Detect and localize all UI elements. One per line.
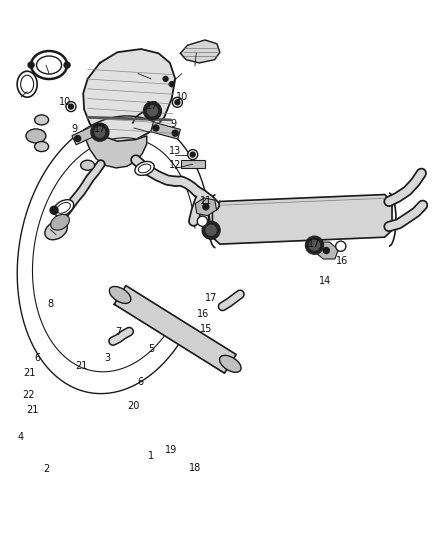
- Circle shape: [50, 206, 58, 214]
- Circle shape: [175, 100, 180, 105]
- Circle shape: [66, 102, 76, 111]
- Polygon shape: [212, 195, 392, 244]
- Text: 1: 1: [148, 451, 154, 461]
- Circle shape: [198, 216, 207, 226]
- Circle shape: [74, 135, 81, 142]
- Text: 9: 9: [170, 119, 176, 129]
- Ellipse shape: [81, 160, 95, 170]
- Text: 2: 2: [43, 464, 49, 474]
- Ellipse shape: [138, 164, 151, 173]
- Polygon shape: [114, 286, 236, 373]
- Text: 10: 10: [176, 92, 188, 102]
- Ellipse shape: [57, 203, 71, 213]
- Circle shape: [95, 127, 105, 137]
- Circle shape: [336, 241, 346, 251]
- Polygon shape: [151, 122, 180, 139]
- Text: 16: 16: [336, 256, 348, 266]
- Polygon shape: [85, 129, 147, 168]
- Text: 17: 17: [205, 294, 217, 303]
- Text: 7: 7: [115, 327, 121, 336]
- Ellipse shape: [135, 161, 154, 175]
- Circle shape: [198, 216, 207, 226]
- Circle shape: [190, 152, 195, 157]
- Circle shape: [93, 127, 99, 133]
- Polygon shape: [195, 198, 216, 216]
- Ellipse shape: [26, 129, 46, 143]
- Text: 12: 12: [169, 160, 181, 170]
- Text: 17: 17: [146, 101, 159, 110]
- Circle shape: [203, 204, 209, 210]
- Text: 18: 18: [189, 463, 201, 473]
- Ellipse shape: [110, 286, 131, 303]
- Circle shape: [169, 82, 174, 87]
- Text: 5: 5: [148, 344, 154, 354]
- Ellipse shape: [17, 71, 37, 97]
- Text: 4: 4: [18, 432, 24, 442]
- Ellipse shape: [35, 115, 49, 125]
- Circle shape: [206, 225, 216, 235]
- Polygon shape: [180, 40, 220, 63]
- Text: 14: 14: [319, 276, 331, 286]
- Circle shape: [336, 241, 346, 251]
- Text: 13: 13: [169, 147, 181, 156]
- Circle shape: [64, 62, 70, 68]
- Circle shape: [68, 104, 74, 109]
- Circle shape: [188, 150, 198, 159]
- Polygon shape: [72, 124, 102, 145]
- Circle shape: [305, 236, 324, 254]
- Circle shape: [143, 102, 162, 120]
- Circle shape: [173, 98, 182, 107]
- Text: 21: 21: [27, 406, 39, 415]
- Circle shape: [310, 240, 319, 250]
- Ellipse shape: [35, 142, 49, 151]
- Ellipse shape: [31, 51, 67, 79]
- Text: 8: 8: [47, 300, 53, 309]
- Circle shape: [172, 130, 178, 136]
- Ellipse shape: [36, 56, 62, 74]
- Ellipse shape: [219, 356, 241, 373]
- Text: 20: 20: [127, 401, 140, 411]
- Circle shape: [91, 123, 109, 141]
- Text: 9: 9: [71, 124, 78, 134]
- Text: 3: 3: [104, 353, 110, 363]
- Text: 10: 10: [59, 98, 71, 107]
- Circle shape: [28, 62, 34, 68]
- Text: 19: 19: [165, 446, 177, 455]
- Text: 21: 21: [75, 361, 87, 370]
- Text: 6: 6: [34, 353, 40, 363]
- Text: 21: 21: [24, 368, 36, 378]
- Text: 22: 22: [22, 391, 35, 400]
- Text: 17: 17: [308, 239, 321, 249]
- Ellipse shape: [21, 75, 34, 93]
- Polygon shape: [83, 49, 175, 141]
- Text: 16: 16: [197, 310, 209, 319]
- Polygon shape: [181, 160, 205, 168]
- Circle shape: [148, 106, 157, 116]
- Polygon shape: [314, 242, 339, 259]
- Circle shape: [323, 247, 329, 254]
- Circle shape: [153, 125, 159, 131]
- Circle shape: [163, 76, 168, 82]
- Text: 17: 17: [94, 124, 106, 134]
- Text: 11: 11: [200, 197, 212, 206]
- Circle shape: [202, 221, 220, 239]
- Ellipse shape: [51, 214, 69, 230]
- Ellipse shape: [53, 200, 74, 216]
- Text: 6: 6: [137, 377, 143, 386]
- Text: 15: 15: [200, 325, 212, 334]
- Ellipse shape: [45, 221, 67, 240]
